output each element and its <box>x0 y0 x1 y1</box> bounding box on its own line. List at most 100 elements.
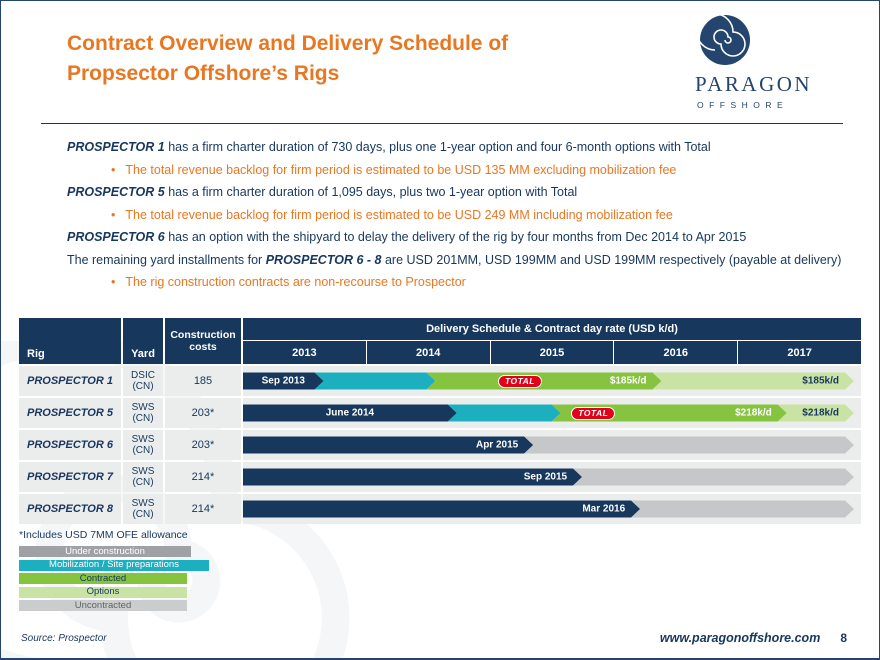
yard-line2: (CN) <box>132 413 154 424</box>
under-construction-bar-segment: June 2014 <box>243 405 457 422</box>
bullet-text: has a firm charter duration of 1,095 day… <box>164 185 578 199</box>
uncontracted-bar-segment <box>573 469 854 486</box>
timeline: Sep 2015 <box>243 462 861 492</box>
uncontracted-bar-segment <box>524 437 854 454</box>
under-construction-bar-segment: Sep 2013 <box>243 373 324 390</box>
yard-line2: (CN) <box>132 477 154 488</box>
yard-line1: SWS <box>131 497 155 509</box>
header-yard: Yard <box>123 318 163 364</box>
bullet-text: has an option with the shipyard to delay… <box>164 230 747 244</box>
source-note: Source: Prospector <box>21 633 107 644</box>
yard: SWS (CN) <box>123 462 163 492</box>
yard-line1: DSIC <box>131 369 155 381</box>
mobilization-bar-segment <box>315 373 436 390</box>
gantt-bar: Apr 2015 <box>243 437 854 454</box>
header-yard-label: Yard <box>131 348 155 360</box>
logo-sub-text: OFFSHORE <box>697 100 789 110</box>
bar-label: Sep 2013 <box>261 375 305 387</box>
yard-line2: (CN) <box>132 381 154 392</box>
footnote: *Includes USD 7MM OFE allowance <box>19 529 188 541</box>
yard-line2: (CN) <box>132 445 154 456</box>
total-logo: TOTAL <box>497 374 542 388</box>
header-years: 2013 2014 2015 2016 2017 <box>243 341 861 364</box>
paragon-logo: PARAGON OFFSHORE <box>695 13 847 110</box>
bar-label: $218k/d <box>735 407 772 419</box>
total-logo: TOTAL <box>571 406 616 420</box>
year-column-header: 2013 <box>292 346 317 359</box>
yard: SWS (CN) <box>123 494 163 524</box>
contracted-bar-segment: $185k/d <box>426 373 661 390</box>
legend-item: Under construction <box>19 546 191 557</box>
yard-line2: (CN) <box>132 509 154 520</box>
gantt-bar: Mar 2016 <box>243 501 854 518</box>
yard: SWS (CN) <box>123 398 163 428</box>
divider <box>41 123 843 124</box>
nautilus-icon <box>696 13 847 71</box>
table-row: PROSPECTOR 7 SWS (CN) 214* Sep 2015 <box>19 462 861 492</box>
gantt-bar: Sep 2013 $185k/d TOTAL $185k/d <box>243 373 854 390</box>
legend-item: Contracted <box>19 573 187 584</box>
website-text: www.paragonoffshore.com <box>659 631 821 645</box>
table-row: PROSPECTOR 8 SWS (CN) 214* Mar 2016 <box>19 494 861 524</box>
sub-bullet-item: The total revenue backlog for firm perio… <box>67 163 849 177</box>
table-row: PROSPECTOR 6 SWS (CN) 203* Apr 2015 <box>19 430 861 460</box>
legend-item: Uncontracted <box>19 600 187 611</box>
year-column-header: 2014 <box>365 341 490 364</box>
rig-name: PROSPECTOR 1 <box>19 366 121 396</box>
sub-bullet-text: The rig construction contracts are non-r… <box>125 275 466 289</box>
sub-bullet-text: The total revenue backlog for firm perio… <box>125 162 677 177</box>
header-cost-label: Construction costs <box>170 328 236 353</box>
header-rig: Rig <box>19 318 121 364</box>
bar-label: Mar 2016 <box>582 503 626 515</box>
construction-cost: 203* <box>165 398 241 428</box>
options-bar-segment: $218k/d <box>778 405 854 422</box>
yard: SWS (CN) <box>123 430 163 460</box>
bar-label: Apr 2015 <box>475 439 519 451</box>
yard: DSIC (CN) <box>123 366 163 396</box>
bullet-text: has a firm charter duration of 730 days,… <box>164 140 711 154</box>
uncontracted-bar-segment <box>631 501 854 518</box>
delivery-schedule-table: Rig Yard Construction costs Delivery Sch… <box>19 318 861 526</box>
gantt-bar: Sep 2015 <box>243 469 854 486</box>
bar-label: $185k/d <box>609 375 647 387</box>
timeline: June 2014 $218k/d TOTAL $218k/d <box>243 398 861 428</box>
bullet-list: PROSPECTOR 1 has a firm charter duration… <box>67 140 849 298</box>
legend-item: Mobilization / Site preparations <box>19 559 209 571</box>
yard-line1: SWS <box>131 465 155 477</box>
yard-line1: SWS <box>131 401 155 413</box>
year-column-header: 2017 <box>737 341 861 364</box>
bullet-item: PROSPECTOR 6 has an option with the ship… <box>67 230 849 244</box>
header-timeline: Delivery Schedule & Contract day rate (U… <box>243 318 861 364</box>
construction-cost: 203* <box>165 430 241 460</box>
timeline: Sep 2013 $185k/d TOTAL $185k/d <box>243 366 861 396</box>
rig-name: PROSPECTOR 8 <box>19 494 121 524</box>
footer: www.paragonoffshore.com 8 <box>660 631 847 645</box>
construction-cost: 214* <box>165 462 241 492</box>
legend-item: Options <box>19 586 187 598</box>
bullet-lead: PROSPECTOR 1 <box>67 140 165 154</box>
under-construction-bar-segment: Apr 2015 <box>243 437 533 454</box>
header-span-title: Delivery Schedule & Contract day rate (U… <box>243 318 861 341</box>
options-bar-segment: $185k/d <box>653 373 854 390</box>
bullet-item: The remaining yard installments for PROS… <box>67 253 849 267</box>
under-construction-bar-segment: Mar 2016 <box>243 501 640 518</box>
rig-name: PROSPECTOR 7 <box>19 462 121 492</box>
bar-label: $218k/d <box>802 407 839 419</box>
legend: Under construction Mobilization / Site pr… <box>19 546 209 614</box>
header-rig-label: Rig <box>27 348 45 360</box>
bullet-item: PROSPECTOR 5 has a firm charter duration… <box>67 185 849 199</box>
bullet-lead: PROSPECTOR 5 <box>67 185 165 199</box>
bullet-text: The remaining yard installments for <box>67 252 266 267</box>
sub-bullet-text: The total revenue backlog for firm perio… <box>125 207 673 222</box>
yard-line1: SWS <box>131 433 155 445</box>
construction-cost: 185 <box>165 366 241 396</box>
mobilization-bar-segment <box>448 405 561 422</box>
page-title-line2: Propsector Offshore’s Rigs <box>67 62 340 85</box>
gantt-rows: PROSPECTOR 1 DSIC (CN) 185 Sep 2013 $185k/d TO… <box>19 366 861 524</box>
bar-label: June 2014 <box>325 407 375 419</box>
under-construction-bar-segment: Sep 2015 <box>243 469 582 486</box>
rig-name: PROSPECTOR 6 <box>19 430 121 460</box>
table-row: PROSPECTOR 1 DSIC (CN) 185 Sep 2013 $185k/d TO… <box>19 366 861 396</box>
bullet-text: are USD 201MM, USD 199MM and USD 199MM r… <box>381 252 842 267</box>
page-number: 8 <box>840 631 847 645</box>
